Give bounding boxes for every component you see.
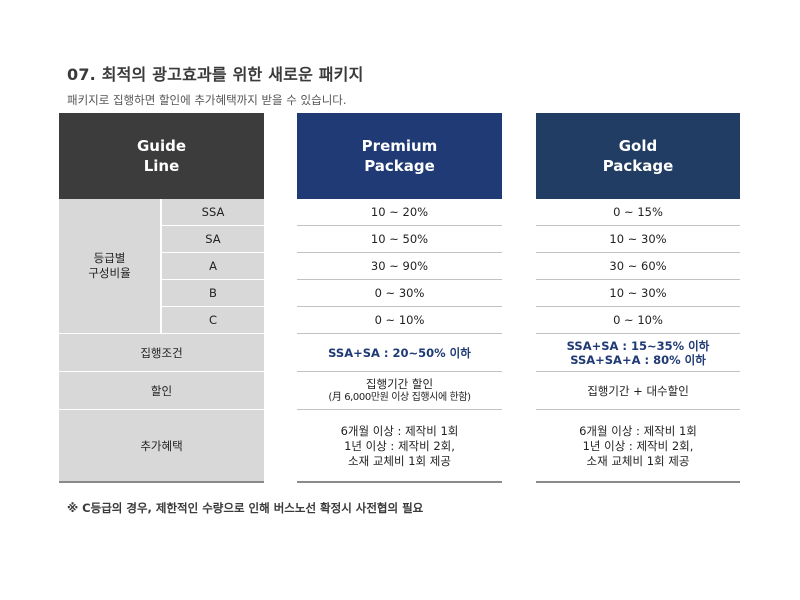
premium-header-line2: Package (364, 157, 435, 175)
grade-cell-ssa: SSA (162, 199, 264, 225)
discount-label: 할인 (59, 372, 264, 409)
gold-ratio-b: 10 ~ 30% (609, 286, 667, 300)
condition-label: 집행조건 (59, 334, 264, 371)
gold-ratio-c: 0 ~ 10% (613, 313, 663, 327)
guide-header-line2: Line (143, 157, 180, 175)
grade-cell-c: C (162, 307, 264, 333)
gold-benefit-line2: 1년 이상 : 제작비 2회, (582, 438, 694, 453)
benefit-label: 추가혜택 (59, 410, 264, 482)
guide-header-line1: Guide (136, 137, 187, 155)
gold-discount: 집행기간 + 대수할인 (587, 383, 689, 398)
gold-benefit: 6개월 이상 : 제작비 1회 1년 이상 : 제작비 2회, 소재 교체비 1… (536, 410, 740, 482)
premium-benefit-line2: 1년 이상 : 제작비 2회, (344, 438, 455, 453)
premium-header-line1: Premium (361, 137, 438, 155)
premium-condition: SSA+SA : 20~50% 이하 (297, 334, 502, 371)
premium-condition-text: SSA+SA : 20~50% 이하 (328, 345, 471, 360)
guide-line-column: Guide Line 등급별 구성비율 SSA SA A B C 집행조건 할인… (59, 113, 264, 483)
gold-ratio-a: 30 ~ 60% (609, 259, 667, 273)
grade-ratio-label-line2: 구성비율 (88, 266, 131, 280)
grade-cell-a: A (162, 253, 264, 279)
premium-discount-line1: 집행기간 할인 (365, 376, 434, 391)
premium-package-column: Premium Package 10 ~ 20% 10 ~ 50% 30 ~ 9… (297, 113, 502, 483)
page-subtitle: 패키지로 집행하면 할인에 추가혜택까지 받을 수 있습니다. (67, 93, 347, 107)
footnote: ※ C등급의 경우, 제한적인 수량으로 인해 버스노선 확정시 사전협의 필요 (67, 501, 424, 515)
premium-ratio-sa: 10 ~ 50% (370, 232, 429, 246)
gold-benefit-line3: 소재 교체비 1회 제공 (586, 453, 690, 468)
page-title: 07. 최적의 광고효과를 위한 새로운 패키지 (67, 65, 364, 84)
premium-package-header: Premium Package (297, 113, 502, 199)
grade-ratio-label: 등급별 구성비율 (59, 199, 160, 333)
premium-discount-line2: (月 6,000만원 이상 집행시에 한함) (328, 391, 471, 403)
gold-condition: SSA+SA : 15~35% 이하 SSA+SA+A : 80% 이하 (536, 334, 740, 371)
grade-ratio-label-line1: 등급별 (93, 251, 126, 265)
premium-benefit-line3: 소재 교체비 1회 제공 (348, 453, 451, 468)
premium-ratio-ssa: 10 ~ 20% (370, 205, 429, 219)
premium-discount: 집행기간 할인 (月 6,000만원 이상 집행시에 한함) (297, 372, 502, 409)
premium-ratio-a: 30 ~ 90% (370, 259, 429, 273)
grade-cell-sa: SA (162, 226, 264, 252)
gold-benefit-line1: 6개월 이상 : 제작비 1회 (579, 423, 697, 438)
gold-package-column: Gold Package 0 ~ 15% 10 ~ 30% 30 ~ 60% 1… (536, 113, 740, 483)
guide-line-header: Guide Line (59, 113, 264, 199)
premium-benefit-line1: 6개월 이상 : 제작비 1회 (340, 423, 459, 438)
gold-header-line2: Package (602, 157, 674, 175)
gold-condition-line2: SSA+SA+A : 80% 이하 (570, 352, 706, 367)
gold-ratio-ssa: 0 ~ 15% (613, 205, 663, 219)
premium-benefit: 6개월 이상 : 제작비 1회 1년 이상 : 제작비 2회, 소재 교체비 1… (297, 410, 502, 482)
gold-header-line1: Gold (618, 137, 658, 155)
premium-ratio-b: 0 ~ 30% (374, 286, 425, 300)
gold-ratio-sa: 10 ~ 30% (609, 232, 667, 246)
premium-ratio-c: 0 ~ 10% (374, 313, 425, 327)
grade-cell-b: B (162, 280, 264, 306)
gold-package-header: Gold Package (536, 113, 740, 199)
gold-condition-line1: SSA+SA : 15~35% 이하 (566, 338, 710, 353)
